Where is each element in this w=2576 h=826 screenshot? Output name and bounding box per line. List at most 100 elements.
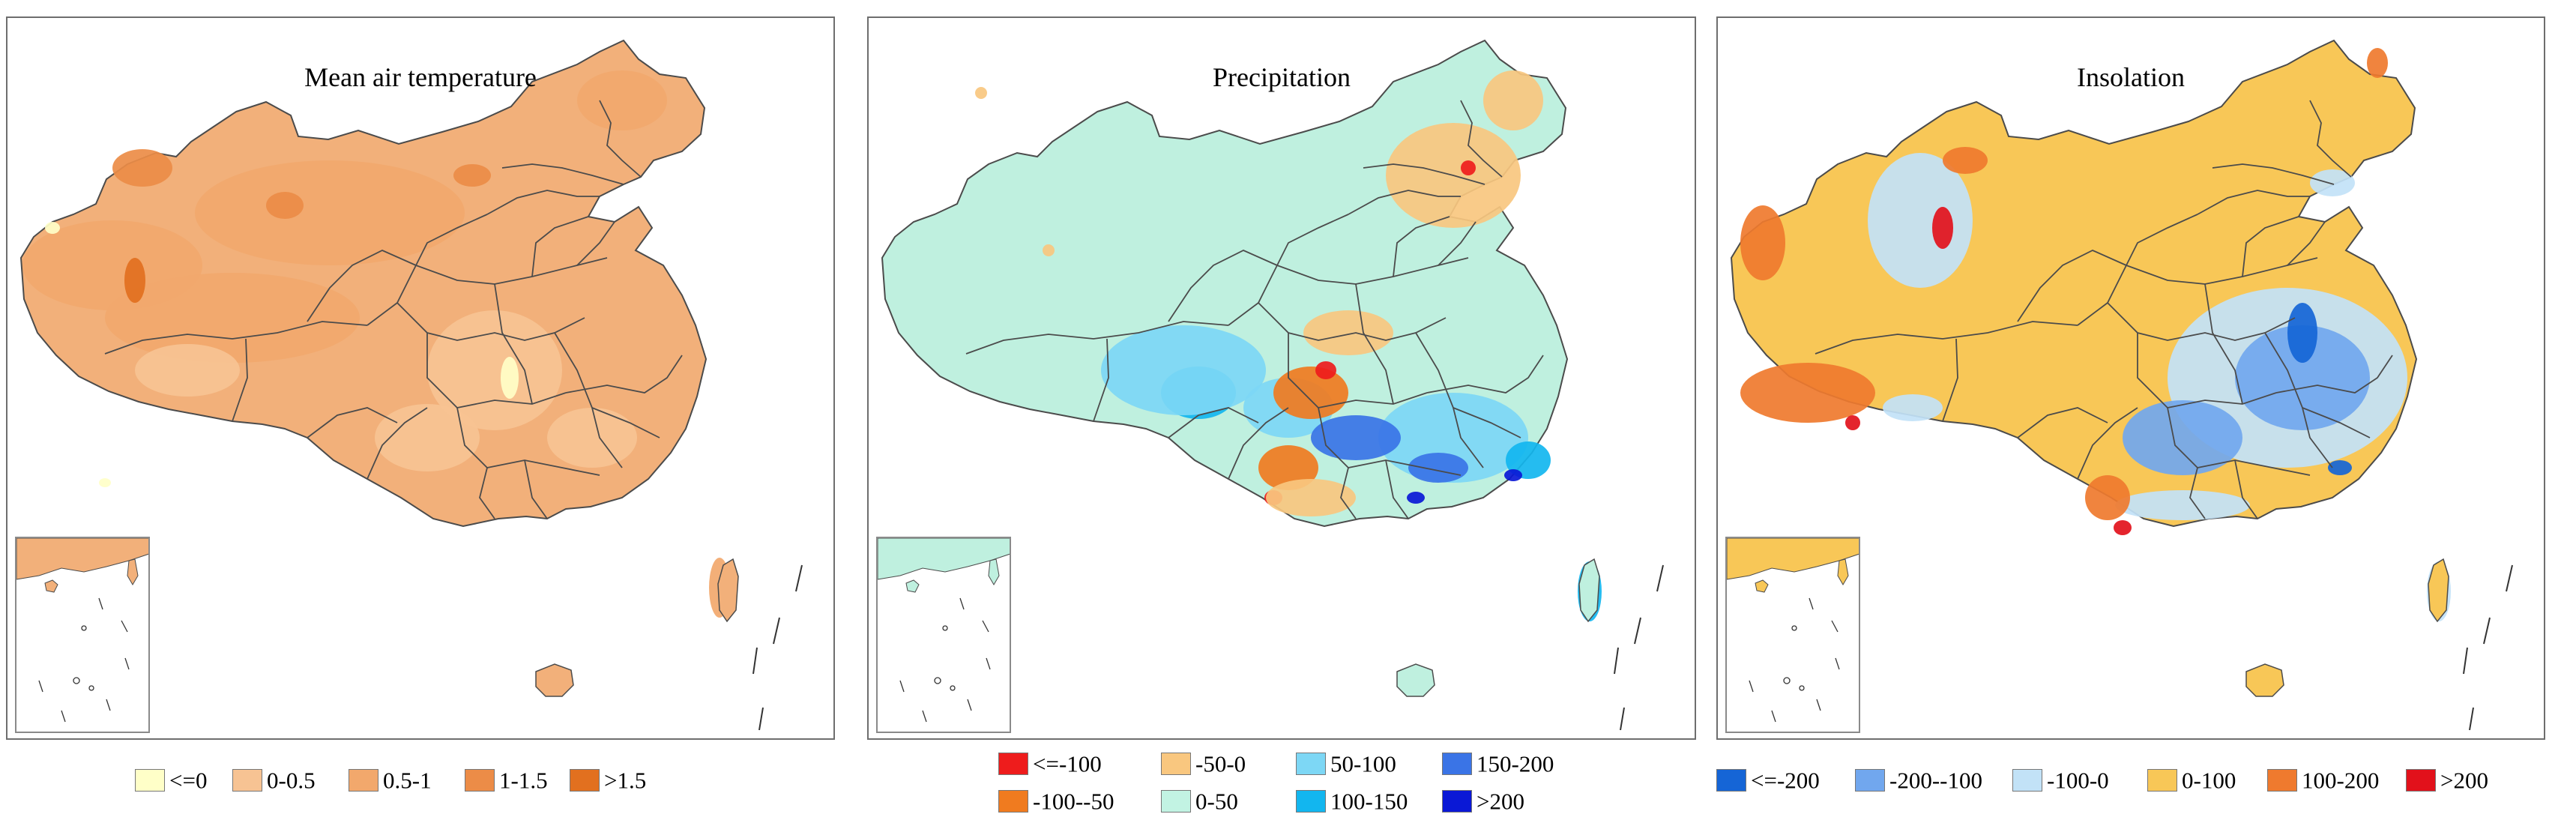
colored-region: [1845, 415, 1860, 430]
colored-region: [2328, 460, 2352, 475]
legend-item: -100--50: [998, 787, 1114, 813]
south-china-sea-inset: [15, 537, 150, 733]
colored-region: [577, 70, 667, 130]
south-china-sea-inset: [876, 537, 1011, 733]
colored-region: [112, 149, 172, 187]
legend-swatch: [1442, 752, 1472, 775]
colored-region: [1311, 415, 1401, 460]
colored-region: [1943, 147, 1988, 174]
legend-label: 0-0.5: [267, 767, 316, 794]
legend-swatch: [1716, 768, 1746, 792]
colored-region: [1461, 160, 1476, 175]
legend-label: 1-1.5: [499, 767, 548, 794]
colored-region: [1504, 469, 1522, 481]
colored-region: [1303, 310, 1393, 355]
legend-precipitation: <=-100 -50-0 50-100 150-200 -100--50 0-5…: [998, 750, 1643, 817]
legend-item: 0-50: [1161, 787, 1238, 813]
legend-swatch: [1296, 789, 1326, 813]
legend-swatch: [1161, 752, 1191, 775]
legend-label: 100-150: [1330, 788, 1408, 815]
legend-swatch: [2267, 768, 2297, 792]
legend-swatch: [2012, 768, 2042, 792]
colored-region: [266, 192, 304, 219]
legend-swatch: [1161, 789, 1191, 813]
legend-swatch: [2406, 768, 2436, 792]
legend-item: <=-200: [1716, 766, 1820, 792]
colored-region: [1101, 325, 1266, 415]
legend-item: 100-150: [1296, 787, 1408, 813]
legend-label: -200--100: [1889, 767, 1982, 794]
legend-label: -50-0: [1195, 750, 1246, 777]
colored-region: [1883, 394, 1943, 421]
colored-region: [427, 310, 562, 430]
china-map-insolation: [1730, 39, 2513, 731]
colored-region: [375, 404, 480, 471]
legend-item: <=-100: [998, 750, 1102, 775]
legend-swatch: [2147, 768, 2177, 792]
colored-region: [99, 478, 111, 487]
map-panel-temperature: Mean air temperature: [6, 16, 835, 740]
colored-region: [124, 258, 145, 303]
colored-region: [1868, 153, 1973, 288]
legend-item: >200: [1442, 787, 1524, 813]
colored-region: [1266, 479, 1356, 516]
legend-swatch: [135, 768, 165, 792]
map-panel-precipitation: Precipitation: [867, 16, 1696, 740]
legend-label: 0-100: [2182, 767, 2236, 794]
legend-swatch: [1855, 768, 1885, 792]
legend-item: -50-0: [1161, 750, 1246, 775]
legend-item: 0.5-1: [349, 766, 432, 792]
legend-item: 50-100: [1296, 750, 1396, 775]
legend-temperature: <=0 0-0.5 0.5-1 1-1.5 >1.5: [135, 766, 735, 796]
legend-label: >1.5: [604, 767, 647, 794]
legend-insolation: <=-200 -200--100 -100-0 0-100 100-200 >2…: [1716, 766, 2556, 796]
legend-item: 100-200: [2267, 766, 2379, 792]
colored-region: [1483, 70, 1543, 130]
colored-region: [453, 164, 491, 187]
china-map-temperature: [19, 39, 803, 731]
legend-label: >200: [1476, 788, 1524, 815]
legend-item: -100-0: [2012, 766, 2109, 792]
colored-region: [135, 344, 240, 397]
colored-region: [105, 273, 360, 363]
legend-swatch: [570, 768, 600, 792]
legend-item: <=0: [135, 766, 207, 792]
panel-title: Precipitation: [1213, 62, 1351, 92]
legend-label: 50-100: [1330, 750, 1396, 777]
panel-title: Insolation: [2077, 62, 2185, 92]
colored-region: [1043, 244, 1055, 256]
legend-item: >200: [2406, 766, 2488, 792]
legend-swatch: [465, 768, 495, 792]
colored-region: [547, 408, 637, 468]
panel-title: Mean air temperature: [304, 62, 537, 92]
legend-item: >1.5: [570, 766, 646, 792]
legend-label: -100-0: [2047, 767, 2109, 794]
colored-region: [1315, 361, 1336, 379]
colored-region: [975, 87, 987, 99]
colored-region: [2115, 490, 2250, 520]
colored-region: [195, 160, 465, 265]
legend-label: <=0: [169, 767, 208, 794]
colored-region: [2235, 325, 2370, 430]
legend-swatch: [349, 768, 378, 792]
colored-region: [501, 357, 519, 399]
colored-region: [1932, 207, 1953, 249]
legend-swatch: [998, 752, 1028, 775]
colored-region: [1273, 367, 1348, 419]
south-china-sea-inset: [1725, 537, 1860, 733]
colored-region: [2114, 520, 2132, 535]
legend-item: 0-0.5: [232, 766, 316, 792]
legend-label: 100-200: [2302, 767, 2380, 794]
colored-region: [1506, 441, 1551, 479]
legend-item: -200--100: [1855, 766, 1982, 792]
colored-region: [1740, 363, 1875, 423]
legend-label: 0.5-1: [383, 767, 432, 794]
colored-region: [2310, 169, 2355, 196]
legend-swatch: [232, 768, 262, 792]
colored-region: [1258, 445, 1318, 490]
map-panel-insolation: Insolation: [1716, 16, 2545, 740]
colored-region: [2123, 400, 2242, 475]
colored-region: [1740, 205, 1785, 280]
colored-region: [2287, 303, 2317, 363]
legend-label: 0-50: [1195, 788, 1238, 815]
